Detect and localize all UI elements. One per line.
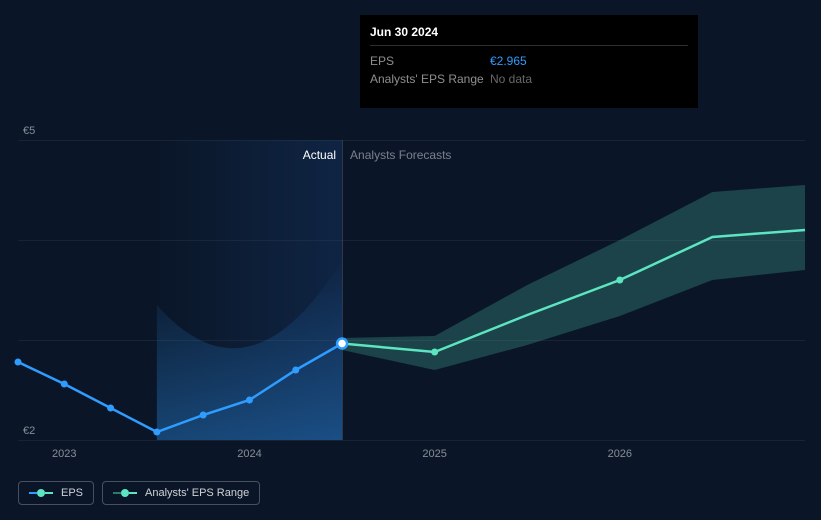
tooltip-row-value: No data (490, 70, 532, 88)
chart-svg (18, 140, 805, 440)
chart-plot-area: ActualAnalysts Forecasts €5€2 2023202420… (18, 140, 805, 440)
legend-swatch-icon (29, 489, 53, 497)
section-label-forecast: Analysts Forecasts (350, 148, 451, 162)
y-axis-tick-label: €2 (23, 425, 35, 437)
tooltip-row-label: Analysts' EPS Range (370, 70, 490, 88)
legend-item[interactable]: Analysts' EPS Range (102, 481, 260, 505)
x-axis-tick-label: 2023 (52, 448, 76, 460)
eps-actual-marker (61, 381, 68, 388)
gridline (18, 440, 805, 441)
chart-legend: EPS Analysts' EPS Range (18, 481, 260, 505)
legend-item[interactable]: EPS (18, 481, 94, 505)
legend-item-label: EPS (61, 487, 83, 499)
tooltip-row: EPS€2.965 (370, 52, 688, 70)
y-axis-tick-label: €5 (23, 125, 35, 137)
eps-actual-marker (200, 412, 207, 419)
highlight-point-marker (337, 339, 347, 349)
eps-actual-marker (107, 405, 114, 412)
forecast-range-area (342, 185, 805, 370)
eps-actual-marker (246, 397, 253, 404)
chart-tooltip: Jun 30 2024 EPS€2.965Analysts' EPS Range… (360, 15, 698, 108)
actual-bottom-gradient (157, 260, 342, 440)
legend-item-label: Analysts' EPS Range (145, 487, 249, 499)
tooltip-row: Analysts' EPS RangeNo data (370, 70, 688, 88)
x-axis-tick-label: 2024 (237, 448, 261, 460)
eps-actual-marker (15, 359, 22, 366)
x-axis-tick-label: 2026 (608, 448, 632, 460)
x-axis-tick-label: 2025 (422, 448, 446, 460)
section-label-actual: Actual (303, 148, 336, 162)
eps-actual-marker (292, 367, 299, 374)
tooltip-date: Jun 30 2024 (370, 25, 688, 46)
legend-swatch-icon (113, 489, 137, 497)
tooltip-row-label: EPS (370, 52, 490, 70)
eps-forecast-marker (616, 277, 623, 284)
eps-forecast-marker (431, 349, 438, 356)
eps-actual-marker (153, 429, 160, 436)
tooltip-row-value: €2.965 (490, 52, 527, 70)
